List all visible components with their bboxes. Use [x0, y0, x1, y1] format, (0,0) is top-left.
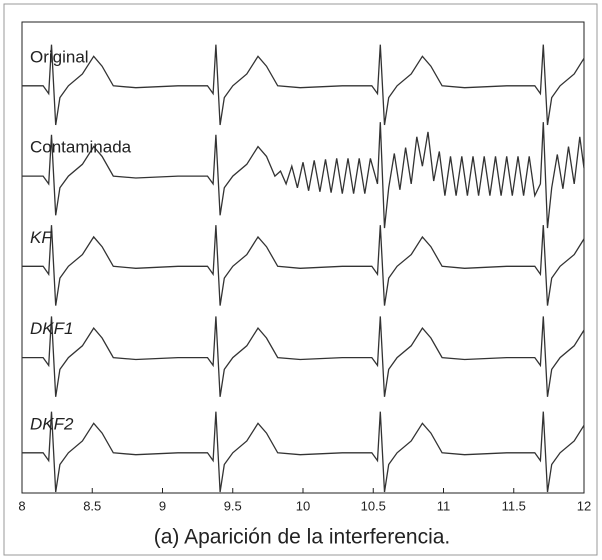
trace — [22, 44, 585, 126]
caption: (a) Aparición de la interferencia. — [154, 526, 451, 549]
trace — [22, 316, 585, 397]
trace — [22, 225, 585, 306]
trace-label: KF — [30, 228, 53, 247]
x-tick-label: 10 — [296, 498, 310, 513]
trace-label: Contaminada — [30, 138, 132, 157]
plot-frame — [21, 21, 585, 494]
trace — [22, 411, 585, 493]
x-tick-label: 9 — [159, 498, 166, 513]
trace-label: DKF1 — [30, 319, 73, 338]
x-tick-label: 9.5 — [224, 498, 242, 513]
x-tick-label: 11 — [437, 498, 451, 513]
x-tick-label: 11.5 — [502, 498, 526, 513]
trace-label: Original — [30, 47, 89, 66]
x-tick-label: 8 — [18, 498, 25, 513]
x-tick-label: 12 — [577, 498, 591, 513]
figure-frame — [3, 3, 598, 556]
x-tick-label: 8.5 — [83, 498, 101, 513]
trace — [22, 122, 585, 229]
x-tick-label: 10.5 — [361, 498, 386, 513]
trace-label: DKF2 — [30, 414, 74, 433]
